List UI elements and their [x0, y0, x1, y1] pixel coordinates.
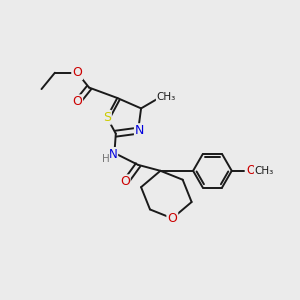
- Text: O: O: [120, 175, 130, 188]
- Text: O: O: [72, 95, 82, 108]
- Text: N: N: [109, 148, 117, 161]
- Text: CH₃: CH₃: [157, 92, 176, 101]
- Text: CH₃: CH₃: [255, 166, 274, 176]
- Text: S: S: [103, 111, 111, 124]
- Text: H: H: [101, 154, 109, 164]
- Text: O: O: [167, 212, 177, 225]
- Text: O: O: [72, 66, 82, 79]
- Text: O: O: [246, 164, 256, 177]
- Text: N: N: [135, 124, 144, 137]
